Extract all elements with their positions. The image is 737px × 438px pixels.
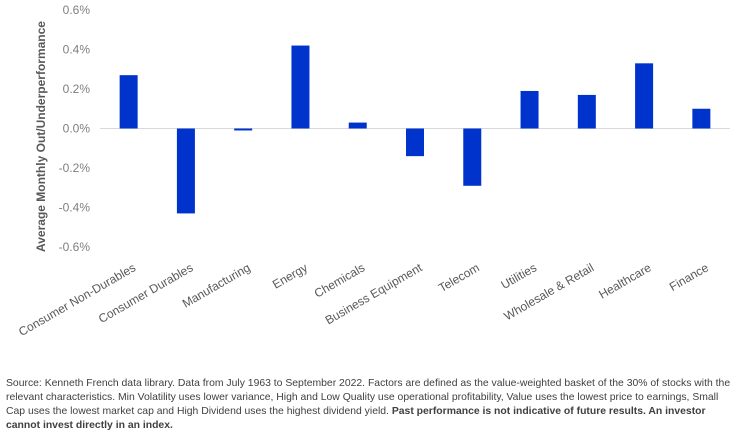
bar: [463, 128, 482, 186]
y-tick-label: -0.6%: [59, 240, 91, 254]
bar: [692, 108, 711, 129]
y-axis-ticks: 0.6% 0.4% 0.2% 0.0% -0.2% -0.4% -0.6%: [59, 3, 91, 254]
category-label: Telecom: [436, 260, 482, 294]
bar: [406, 128, 424, 157]
bar: [119, 75, 138, 129]
bar: [291, 45, 310, 129]
y-tick-label: 0.2%: [63, 82, 91, 96]
source-note: Source: Kenneth French data library. Dat…: [6, 377, 732, 433]
source-text: Source: Kenneth French data library. Dat…: [6, 378, 731, 417]
bar: [176, 128, 195, 214]
y-tick-label: 0.4%: [63, 43, 91, 57]
disclaimer-text: Past performance is not indicative of fu…: [6, 406, 706, 431]
y-axis-label: Average Monthly Out/Underperformance: [34, 21, 48, 252]
bar: [577, 94, 596, 129]
category-label: Consumer Durables: [96, 260, 195, 325]
category-label: Business Equipment: [323, 260, 425, 327]
category-label: Energy: [270, 260, 310, 291]
bar: [635, 63, 654, 129]
category-label: Utilities: [499, 260, 539, 291]
category-label: Healthcare: [596, 260, 654, 301]
bar-chart: 0.6% 0.4% 0.2% 0.0% -0.2% -0.4% -0.6% Consumer…: [16, 3, 730, 339]
category-label: Finance: [667, 260, 711, 294]
y-tick-label: -0.4%: [59, 201, 91, 215]
bars: [119, 45, 711, 214]
bar: [348, 122, 367, 129]
bar: [234, 128, 253, 131]
y-tick-label: 0.0%: [63, 122, 91, 136]
y-tick-label: -0.2%: [59, 161, 91, 175]
y-tick-label: 0.6%: [63, 3, 91, 17]
bar: [520, 90, 539, 129]
